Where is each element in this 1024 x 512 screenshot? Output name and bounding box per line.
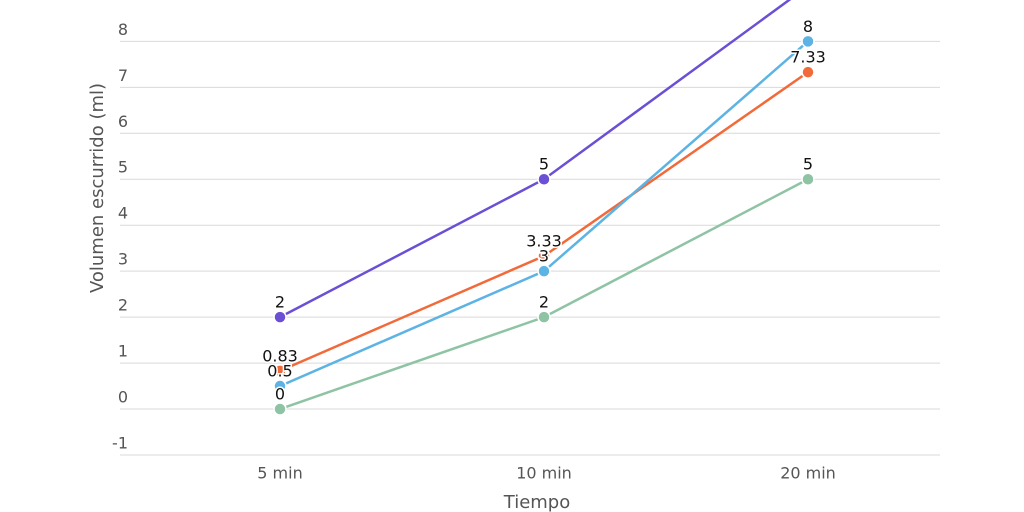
data-label: 0.5 — [267, 362, 292, 381]
data-label: 7.33 — [790, 48, 826, 67]
data-label: 3 — [539, 247, 549, 266]
x-axis-title: Tiempo — [503, 492, 571, 512]
data-point — [273, 379, 287, 393]
data-point — [273, 310, 287, 324]
data-point — [537, 249, 551, 263]
y-axis-title: Volumen escurrido (ml) — [87, 83, 108, 293]
data-point — [537, 172, 551, 186]
x-tick-label: 20 min — [780, 464, 836, 483]
x-tick-label: 5 min — [257, 464, 302, 483]
data-label: 5 — [803, 155, 813, 174]
data-label: 5 — [539, 155, 549, 174]
data-point — [537, 310, 551, 324]
data-label: 0 — [275, 385, 285, 404]
y-tick-label: 7 — [118, 66, 128, 85]
y-tick-label: 8 — [118, 20, 128, 39]
data-label: 8 — [803, 17, 813, 36]
y-tick-label: -1 — [112, 434, 128, 453]
data-label: 2 — [275, 293, 285, 312]
data-label: 3.33 — [526, 231, 562, 250]
series-line — [279, 40, 809, 388]
y-tick-label: 6 — [118, 112, 128, 131]
y-tick-label: 3 — [118, 250, 128, 269]
data-point — [801, 172, 815, 186]
data-point — [537, 264, 551, 278]
data-point — [801, 34, 815, 49]
y-tick-label: 1 — [118, 342, 128, 361]
y-tick-label: 5 — [118, 158, 128, 177]
data-label: 2 — [539, 293, 549, 312]
data-point — [273, 364, 287, 378]
y-tick-label: 2 — [118, 296, 128, 315]
data-point — [273, 402, 287, 416]
y-tick-label: 0 — [118, 388, 128, 407]
data-point — [801, 65, 815, 79]
y-tick-label: 4 — [118, 204, 128, 223]
x-tick-label: 10 min — [516, 464, 572, 483]
data-label: 0.83 — [262, 346, 298, 365]
